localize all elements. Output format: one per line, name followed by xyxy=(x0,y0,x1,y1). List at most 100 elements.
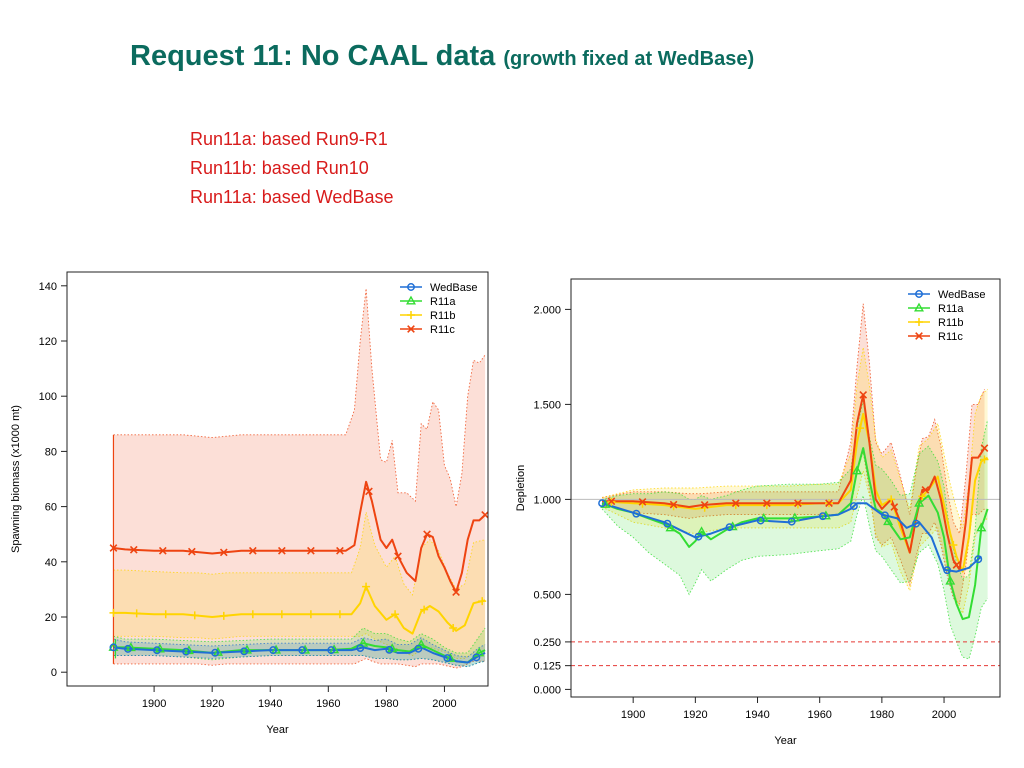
r11c-marker xyxy=(762,499,771,508)
r11a-marker xyxy=(271,644,282,654)
confidence-band xyxy=(113,512,486,659)
r11c-marker xyxy=(980,444,989,452)
legend-label: R11c xyxy=(938,331,963,343)
wedbase-marker xyxy=(414,644,423,653)
r11c-marker xyxy=(669,500,678,509)
wedbase-line xyxy=(601,502,982,573)
confidence-band xyxy=(113,288,486,669)
r11a-marker xyxy=(820,510,831,520)
legend-label: R11a xyxy=(430,296,456,308)
r11b-marker xyxy=(793,500,802,509)
r11c-marker xyxy=(219,548,228,557)
r11c-marker xyxy=(700,500,709,509)
r11b-marker xyxy=(449,624,458,633)
legend-label: WedBase xyxy=(938,289,986,301)
y-axis-label: Depletion xyxy=(515,465,527,511)
r11b-marker xyxy=(980,455,989,464)
y-tick-label: 60 xyxy=(45,502,57,514)
legend-label: R11c xyxy=(430,324,455,336)
y-tick-label: 0.500 xyxy=(533,589,561,601)
wedbase-marker xyxy=(881,511,889,520)
r11a-marker xyxy=(406,295,416,305)
wedbase-marker xyxy=(632,509,641,518)
wedbase-marker xyxy=(912,519,921,528)
r11c-marker xyxy=(394,552,402,561)
slide-title-sub: (growth fixed at WedBase) xyxy=(503,48,755,70)
wedbase-marker xyxy=(974,555,983,564)
wedbase-marker xyxy=(385,645,394,654)
wedbase-marker xyxy=(818,512,827,521)
legend-label: WedBase xyxy=(430,282,478,294)
y-axis: 0.000 0.125 0.250 0.500 1.000 1.500 2.000 Deple… xyxy=(515,304,571,696)
r11b-marker xyxy=(391,610,400,619)
r11b-marker xyxy=(918,492,927,501)
r11b-marker xyxy=(109,608,118,617)
r11a-marker xyxy=(914,302,924,312)
y-tick-label: 120 xyxy=(39,336,57,348)
wedbase-marker xyxy=(756,516,765,525)
y-tick-label: 40 xyxy=(45,557,57,569)
wedbase-marker xyxy=(240,647,249,656)
slide-title: Request 11: No CAAL data (growth fixed a… xyxy=(130,40,754,73)
r11c-marker xyxy=(481,511,488,519)
y-tick-label: 1.000 xyxy=(533,494,561,506)
band-upper-edge xyxy=(113,288,486,507)
r11b-marker xyxy=(132,609,141,618)
wedbase-marker xyxy=(109,643,118,652)
wedbase-marker xyxy=(327,646,336,655)
band-upper-edge xyxy=(113,637,486,658)
r11c-marker xyxy=(452,588,460,597)
y-tick-label: 140 xyxy=(39,281,57,293)
r11b-marker xyxy=(420,605,429,614)
r11c-marker xyxy=(607,497,616,506)
wedbase-marker xyxy=(598,499,607,508)
r11a-marker xyxy=(914,497,925,507)
plot-area xyxy=(108,288,488,669)
r11a-marker xyxy=(445,652,456,662)
r11b-marker xyxy=(887,495,896,504)
band-lower-edge xyxy=(113,655,486,668)
r11b-line xyxy=(602,412,989,573)
band-lower-edge xyxy=(113,633,486,659)
x-axis: 1900 1920 1940 1960 1980 2000 Year xyxy=(142,686,457,736)
r11c-marker xyxy=(365,487,373,496)
r11a-line xyxy=(601,447,989,621)
r11c-marker xyxy=(731,499,740,508)
r11b-marker xyxy=(915,318,923,326)
y-tick-label: 0.125 xyxy=(533,661,561,673)
r11c-marker xyxy=(307,546,315,555)
r11b-marker xyxy=(856,424,865,433)
x-axis-label: Year xyxy=(266,724,289,736)
confidence-band xyxy=(113,628,486,667)
x-tick-label: 1920 xyxy=(200,698,224,710)
band-lower-edge xyxy=(601,470,988,615)
r11b-marker xyxy=(190,611,199,620)
band-lower-edge xyxy=(113,657,486,669)
y-tick-label: 1.500 xyxy=(533,399,561,411)
x-tick-label: 1920 xyxy=(683,709,707,721)
wedbase-marker xyxy=(663,519,672,528)
r11c-marker xyxy=(921,486,930,494)
wedbase-markers xyxy=(109,643,481,663)
run-note: Run11a: based Run9-R1 xyxy=(190,129,388,149)
x-tick-label: 2000 xyxy=(932,709,956,721)
r11a-marker xyxy=(600,498,611,508)
legend-label: R11b xyxy=(430,310,455,322)
r11b-markers xyxy=(109,582,487,633)
r11c-marker xyxy=(187,547,196,556)
wedbase-marker xyxy=(694,532,703,541)
wedbase-marker xyxy=(124,644,132,653)
wedbase-marker xyxy=(298,646,307,655)
y-tick-label: 80 xyxy=(45,446,57,458)
r11b-marker xyxy=(949,541,958,549)
r11c-marker xyxy=(248,546,257,555)
wedbase-markers xyxy=(598,499,983,575)
legend-label: R11b xyxy=(938,317,963,329)
r11c-line xyxy=(113,480,486,594)
x-tick-label: 1940 xyxy=(258,698,282,710)
y-tick-label: 0 xyxy=(51,667,57,679)
r11a-marker xyxy=(945,575,956,585)
run-note: Run11a: based WedBase xyxy=(190,187,394,207)
